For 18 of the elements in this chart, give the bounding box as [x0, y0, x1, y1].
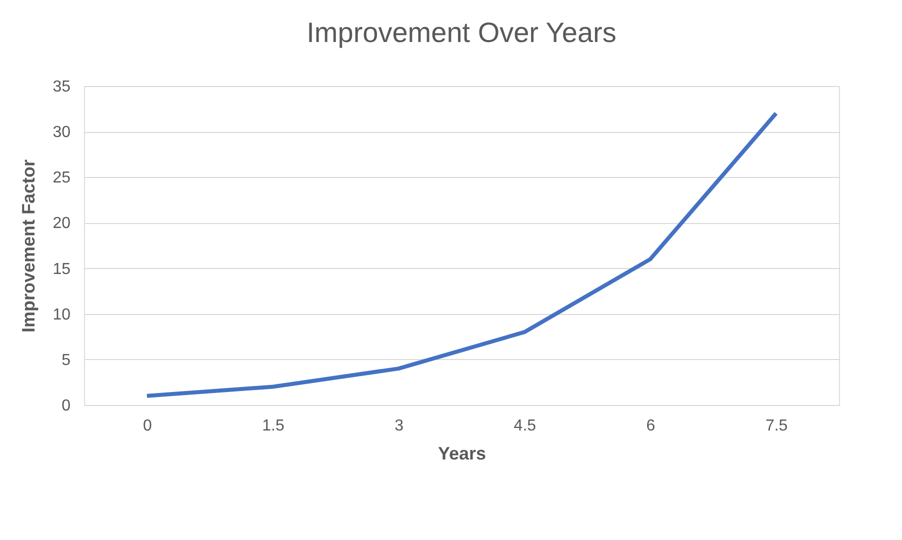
line-series [144, 111, 778, 398]
y-tick-label: 5 [62, 352, 71, 369]
y-axis-title: Improvement Factor [18, 159, 39, 333]
x-tick-label: 1.5 [262, 418, 284, 434]
y-tick-label: 15 [52, 260, 71, 278]
x-tick-label: 3 [394, 418, 404, 434]
y-tick-label: 10 [52, 306, 71, 324]
y-tick-label: 0 [62, 398, 71, 414]
chart-title: Improvement Over Years [306, 17, 616, 48]
x-tick-label: 0 [142, 418, 152, 434]
x-tick-label: 6 [646, 418, 656, 434]
y-tick-label: 20 [52, 215, 71, 232]
x-tick-label: 4.5 [514, 418, 536, 434]
x-tick-label: 7.5 [765, 418, 788, 434]
y-tick-label: 35 [52, 78, 71, 96]
y-tick-label: 30 [52, 124, 71, 142]
y-tick-label: 25 [52, 170, 71, 187]
x-axis-title: Years [438, 444, 486, 464]
